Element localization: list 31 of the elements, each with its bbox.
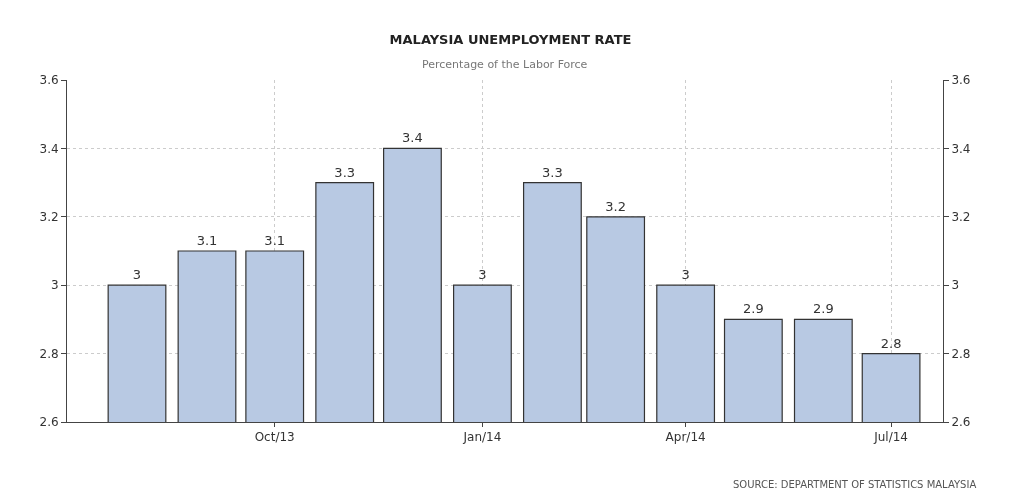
y-tick-label: 3.4 xyxy=(39,141,59,156)
y2-tick-label: 3.6 xyxy=(951,73,971,88)
x-tick-label: Jan/14 xyxy=(462,430,502,445)
y2-tick-label: 2.8 xyxy=(951,346,971,361)
y-tick-label: 2.6 xyxy=(39,415,59,430)
source-note: SOURCE: DEPARTMENT OF STATISTICS MALAYSIA xyxy=(733,479,977,490)
y2-tick-label: 3 xyxy=(951,278,960,293)
data-label: 2.9 xyxy=(813,301,834,317)
data-label: 3.3 xyxy=(542,164,563,180)
y2-tick-label: 2.6 xyxy=(951,415,971,430)
data-label: 2.8 xyxy=(880,335,902,351)
y-tick-label: 3.6 xyxy=(39,73,59,88)
data-label: 3.2 xyxy=(605,198,626,214)
y-tick-label: 2.8 xyxy=(39,346,59,361)
data-label: 3 xyxy=(681,267,690,283)
x-tick-label: Oct/13 xyxy=(254,430,295,445)
y2-tick-label: 3.4 xyxy=(951,141,971,156)
data-label: 3 xyxy=(132,267,142,283)
y2-tick-label: 3.2 xyxy=(951,210,971,224)
data-label: 3.3 xyxy=(334,164,356,180)
data-label: 3.1 xyxy=(264,233,286,248)
chart-subtitle: Percentage of the Labor Force xyxy=(422,58,588,71)
data-label: 3.4 xyxy=(402,130,423,146)
x-tick-label: Apr/14 xyxy=(665,430,706,445)
chart-title: MALAYSIA UNEMPLOYMENT RATE xyxy=(389,32,632,48)
y-tick-label: 3.2 xyxy=(39,210,59,224)
data-label: 3.1 xyxy=(196,233,218,248)
data-label: 2.9 xyxy=(743,301,764,317)
data-label: 3 xyxy=(478,267,487,283)
x-tick-label: Jul/14 xyxy=(873,430,908,445)
y-tick-label: 3 xyxy=(50,278,59,293)
